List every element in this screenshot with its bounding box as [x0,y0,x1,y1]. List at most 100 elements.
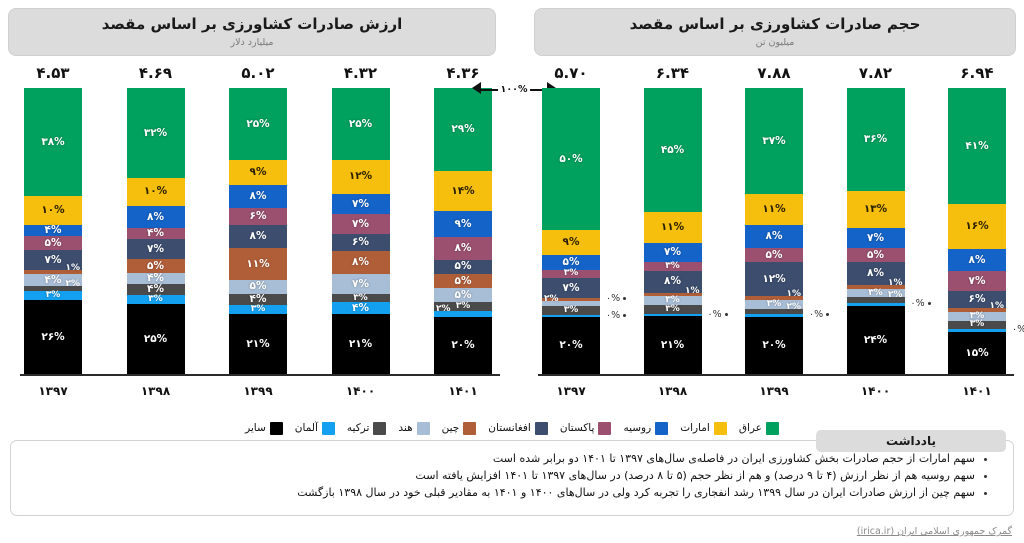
bar-segment[interactable]: ۵% [846,247,905,262]
bar-segment[interactable]: ۲۶% [24,299,82,374]
bar-segment[interactable]: ۸% [745,224,803,248]
bar-segment[interactable]: ۵% [229,279,287,294]
bar-segment[interactable]: ۱۴% [434,170,492,211]
bar-segment[interactable]: ۲۰% [745,316,803,374]
legend-item[interactable]: ترکیه [347,421,387,435]
bar-segment[interactable]: ۷% [331,193,390,214]
bar-segment[interactable]: ۸% [229,225,287,249]
bar-segment[interactable]: ۳% [643,261,702,271]
bar-segment[interactable]: ۲۴% [846,305,905,375]
bar-segment[interactable]: ۳% [948,320,1006,330]
bar-segment[interactable]: ۱% [948,302,1006,313]
bar-segment[interactable]: ۹% [229,159,287,186]
bar-segment[interactable]: ۹% [434,210,492,237]
bar-segment[interactable]: ۱۰% [24,196,82,225]
stacked-bar[interactable]: ۷.۸۲ ۳۶% ۱۳% ۷% ۵% ۸% ۱% ۳% ۲% ۰% ۲۴% [846,64,931,375]
bar-segment[interactable]: ۳۶% [846,88,905,191]
bar-segment[interactable]: ۳% [542,269,600,279]
stacked-bar[interactable]: ۶.۹۴ ۴۱% ۱۶% ۸% ۷% ۶%۱% ۳%۳% ۰% ۱۵% [948,64,1024,375]
bar-segment[interactable]: ۴% [24,274,82,286]
bar-segment[interactable]: ۲۹% [434,88,492,171]
bar-segment[interactable]: ۷% [948,271,1006,292]
bar-segment[interactable]: ۶% [948,291,1006,309]
bar-segment[interactable]: ۸% [948,248,1006,272]
legend-item[interactable]: هند [398,421,430,435]
bar-segment[interactable]: ۱% [643,286,702,297]
bar-segment[interactable]: ۲% [24,279,82,292]
bar-segment[interactable]: ۴۱% [948,88,1006,204]
legend-item[interactable]: آلمان [295,421,335,435]
bar-segment[interactable]: ۷% [126,239,185,259]
bar-segment[interactable]: ۶% [229,208,287,226]
bar-segment[interactable]: ۳% [948,311,1006,321]
stacked-bar[interactable]: ۴.۵۳ ۳۸% ۱۰% ۴% ۵% ۷% ۱% ۴% ۲% ۳% ۲۶% [24,64,82,374]
bar-segment[interactable]: ۸% [126,205,185,229]
bar-segment[interactable]: ۳% [745,299,803,309]
bar-segment[interactable]: ۱۱% [229,248,287,280]
bar-segment[interactable]: ۲۰% [542,317,600,375]
bar-segment[interactable]: ۳% [126,295,185,304]
bar-segment[interactable]: ۰% [846,298,931,309]
bar-segment[interactable]: ۴% [126,228,185,240]
bar-segment[interactable]: ۰% [948,324,1024,335]
bar-segment[interactable]: ۸% [331,251,390,274]
bar-segment[interactable]: ۳۷% [745,88,803,194]
bar-segment[interactable]: ۲% [846,291,905,304]
bar-segment[interactable]: ۹% [542,229,600,256]
bar-segment[interactable]: ۴% [331,302,390,314]
legend-item[interactable]: افغانستان [488,421,548,435]
bar-segment[interactable]: ۸% [643,270,702,293]
stacked-bar[interactable]: ۶.۳۴ ۴۵% ۱۱% ۷% ۳% ۸% ۱% ۳% ۳% ۰% ۲۱% [643,64,728,374]
bar-segment[interactable]: ۰% [542,293,627,304]
bar-segment[interactable]: ۲۱% [229,313,287,374]
bar-segment[interactable]: ۵% [126,258,185,273]
bar-segment[interactable]: ۷% [331,213,390,234]
bar-segment[interactable]: ۲۵% [331,88,390,160]
bar-segment[interactable]: ۳۸% [24,88,82,197]
bar-segment[interactable]: ۷% [542,278,600,299]
bar-segment[interactable]: ۸% [846,262,905,285]
bar-segment[interactable]: ۸% [229,185,287,209]
bar-segment[interactable]: ۳% [229,305,287,314]
stacked-bar[interactable]: ۴.۳۶ ۲۹% ۱۴% ۹% ۸% ۵% ۵% ۵% ۳% ۲% ۲۰% [434,64,492,374]
bar-segment[interactable]: ۴% [24,224,82,237]
bar-segment[interactable]: ۳% [542,306,600,315]
legend-item[interactable]: چین [442,421,477,435]
bar-segment[interactable]: ۰% [643,309,728,320]
stacked-bar[interactable]: ۷.۸۸ ۳۷% ۱۱% ۸% ۵% ۱۲% ۱% ۳% ۲% ۰% ۲۰% [745,64,830,374]
bar-segment[interactable]: ۵% [434,288,492,303]
bar-segment[interactable]: ۱۱% [643,212,702,243]
bar-segment[interactable]: ۲۵% [126,303,185,374]
bar-segment[interactable]: ۰% [542,310,627,321]
bar-segment[interactable]: ۴۵% [643,88,702,213]
bar-segment[interactable]: ۴% [229,293,287,306]
bar-segment[interactable]: ۴% [126,284,185,296]
bar-segment[interactable]: ۲۵% [229,88,287,160]
bar-segment[interactable]: ۲% [542,294,600,307]
legend-item[interactable]: عراق [739,421,779,435]
bar-segment[interactable]: ۳% [643,296,702,306]
bar-segment[interactable]: ۲% [434,305,492,317]
bar-segment[interactable]: ۲۱% [331,313,390,374]
bar-segment[interactable]: ۱۵% [948,331,1006,375]
bar-segment[interactable]: ۷% [24,250,82,271]
legend-item[interactable]: امارات [680,421,727,435]
bar-segment[interactable]: ۵% [24,236,82,251]
bar-segment[interactable]: ۱۱% [745,193,803,225]
bar-segment[interactable]: ۳% [24,291,82,300]
bar-segment[interactable]: ۰% [745,309,830,320]
legend-item[interactable]: روسیه [623,421,669,435]
bar-segment[interactable]: ۲% [745,302,803,315]
bar-segment[interactable]: ۱% [745,290,803,301]
stacked-bar[interactable]: ۴.۶۹ ۳۲% ۱۰% ۸% ۴% ۷% ۵% ۴% ۴% ۳% ۲۵% [126,64,185,374]
bar-segment[interactable]: ۱۶% [948,203,1006,249]
legend-item[interactable]: پاکستان [560,421,612,435]
bar-segment[interactable]: ۲۰% [434,316,492,374]
bar-segment[interactable]: ۳% [331,293,390,303]
bar-segment[interactable]: ۵% [434,273,492,289]
bar-segment[interactable]: ۵% [542,255,600,270]
bar-segment[interactable]: ۵% [745,247,803,262]
stacked-bar[interactable]: ۴.۳۲ ۲۵% ۱۲% ۷% ۷% ۶% ۸% ۷% ۳% ۴% ۲۱% [331,64,390,374]
bar-segment[interactable]: ۳% [643,304,702,314]
stacked-bar[interactable]: ۵.۰۲ ۲۵% ۹% ۸% ۶% ۸% ۱۱% ۵% ۴% ۳% ۲۱% [229,64,287,374]
